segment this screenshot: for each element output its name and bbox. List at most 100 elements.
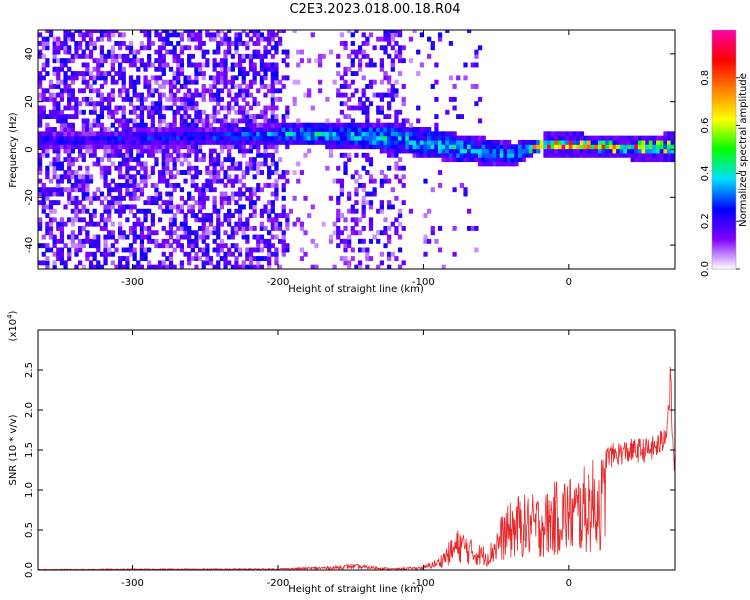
spectrogram-cell — [408, 58, 414, 64]
spectrogram-cell — [56, 251, 61, 257]
spectrogram-cell — [56, 36, 61, 42]
spectrogram-cell — [147, 195, 152, 201]
spectrogram-cell — [67, 49, 72, 55]
spectrogram-cell — [434, 122, 439, 128]
spectrogram-cell — [259, 238, 265, 244]
spectrogram-cell — [103, 221, 108, 227]
spectrogram-cell — [179, 144, 185, 150]
colorbar-tick-label: 0.0 — [700, 261, 711, 277]
spectrogram-cell — [150, 170, 155, 175]
spectrogram-cell — [317, 88, 323, 94]
spectrogram-cell — [121, 114, 126, 120]
spectrogram-cell — [252, 234, 257, 240]
spectrogram-cell — [205, 131, 210, 137]
spectrogram-cell — [670, 135, 675, 141]
spectrogram-cell — [219, 200, 225, 206]
spectrogram-cell — [343, 152, 348, 158]
spectrogram-cell — [154, 30, 159, 33]
spectrogram-cell — [190, 213, 195, 218]
y-tick-label: -40 — [24, 237, 35, 253]
spectrogram-cell — [121, 88, 126, 94]
spectrogram-cell — [212, 187, 217, 193]
spectrogram-cell — [259, 36, 265, 42]
spectrogram-cell — [136, 161, 141, 167]
spectrogram-cell — [477, 144, 483, 150]
spectrogram-cell — [219, 30, 225, 33]
spectrogram-cell — [474, 49, 479, 55]
spectrogram-cell — [48, 204, 54, 210]
spectrogram-cell — [241, 174, 246, 180]
spectrogram-cell — [197, 157, 203, 163]
spectrogram-cell — [223, 118, 228, 124]
spectrogram-cell — [354, 178, 359, 184]
spectrogram-cell — [568, 148, 574, 154]
spectrogram-cell — [88, 101, 94, 107]
spectrogram-cell — [336, 243, 341, 249]
spectrogram-cell — [339, 127, 345, 132]
spectrogram-cell — [394, 225, 399, 231]
spectrogram-cell — [357, 58, 363, 64]
spectrogram-cell — [256, 114, 261, 120]
spectrogram-cell — [463, 135, 468, 141]
spectrogram-cell — [234, 144, 239, 150]
spectrogram-cell — [590, 139, 595, 145]
spectrogram-cell — [85, 122, 90, 128]
spectrogram-cell — [176, 66, 181, 72]
spectrogram-cell — [237, 165, 243, 171]
spectrogram-cell — [459, 139, 464, 145]
spectrogram-cell — [205, 165, 210, 171]
spectrogram-cell — [474, 144, 479, 150]
spectrogram-cell — [88, 84, 94, 89]
spectrogram-cell — [587, 135, 592, 141]
spectrogram-cell — [121, 204, 126, 210]
spectrogram-cell — [88, 174, 94, 180]
spectrogram-cell — [277, 40, 283, 46]
spectrogram-cell — [38, 109, 43, 115]
spectrogram-cell — [343, 225, 348, 231]
spectrogram-cell — [376, 118, 381, 124]
spectrogram-cell — [147, 105, 152, 111]
spectrogram-cell — [150, 122, 155, 128]
spectrogram-cell — [496, 157, 501, 163]
spectrogram-cell — [110, 260, 115, 266]
spectrogram-cell — [445, 30, 450, 33]
spectrogram-cell — [88, 195, 94, 201]
spectrogram-cell — [390, 148, 395, 154]
spectrogram-cell — [277, 139, 283, 145]
spectrogram-cell — [38, 131, 43, 137]
spectrogram-cell — [379, 200, 385, 206]
spectrogram-cell — [219, 62, 225, 68]
spectrogram-cell — [387, 75, 392, 81]
spectrogram-cell — [368, 84, 374, 89]
spectrogram-cell — [56, 49, 61, 55]
spectrogram-cell — [179, 170, 185, 175]
spectrogram-cell — [157, 178, 163, 184]
spectrogram-cell — [379, 182, 385, 188]
spectrogram-cell — [336, 118, 341, 124]
spectrogram-cell — [201, 204, 206, 210]
spectrogram-cell — [252, 213, 257, 218]
spectrogram-cell — [165, 165, 170, 171]
spectrogram-cell — [347, 131, 352, 137]
spectrogram-cell — [416, 127, 421, 132]
spectrogram-cell — [92, 118, 97, 124]
spectrogram-cell — [383, 178, 388, 184]
spectrogram-cell — [270, 84, 275, 89]
spectrogram-cell — [150, 105, 155, 111]
spectrogram-cell — [470, 152, 475, 158]
spectrogram-cell — [88, 260, 94, 266]
spectrogram-cell — [456, 157, 461, 163]
spectrogram-cell — [408, 127, 414, 132]
spectrogram-cell — [176, 109, 181, 115]
spectrogram-cell — [543, 139, 548, 145]
spectrogram-cell — [387, 53, 392, 59]
spectrogram-cell — [117, 40, 123, 46]
spectrogram-cell — [168, 66, 174, 72]
spectrogram-cell — [132, 62, 137, 68]
spectrogram-cell — [223, 105, 228, 111]
spectrogram-cell — [670, 152, 675, 158]
spectrogram-cell — [288, 131, 294, 137]
spectrogram-cell — [237, 217, 243, 223]
spectrogram-cell — [165, 178, 170, 184]
